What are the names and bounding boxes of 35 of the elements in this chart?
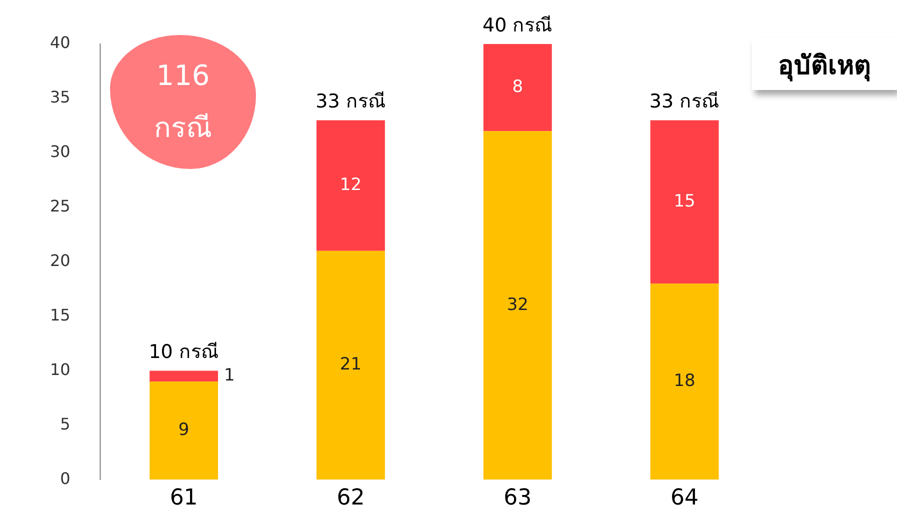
bar [483,44,552,132]
y-tick-label: 40 [50,33,70,52]
data-label: 32 [506,294,528,315]
total-label: 33 กรณี [316,90,386,113]
data-label: 21 [340,354,362,375]
bar [150,382,218,480]
bar [316,120,385,251]
total-label: 40 กรณี [482,14,553,36]
y-tick-label: 10 [50,360,70,379]
text: อุบัติเหตุ [752,38,897,90]
total-label: 33 กรณี [649,90,720,113]
x-tick-label: 64 [670,486,699,511]
data-label: 1 [224,366,235,386]
bar [150,370,218,382]
data-label: 9 [178,420,190,440]
y-tick-label: 30 [50,142,70,162]
y-tick-label: 35 [50,88,70,107]
data-label: 15 [674,191,696,212]
x-tick-label: 62 [336,486,365,511]
y-tick-label: 0 [60,468,70,488]
y-tick-label: 15 [50,305,70,324]
y-tick-label: 20 [50,250,70,270]
x-tick-label: 61 [170,486,198,511]
annotation: 116 กรณี [110,35,256,169]
total-label: 10 กรณี [148,341,219,364]
bar [650,120,719,284]
data-label: 12 [340,174,362,195]
bar [316,250,385,480]
data-label: 18 [674,371,696,392]
x-tick-label: 63 [504,486,532,511]
y-tick-label: 25 [50,196,70,216]
data-label: 8 [512,76,524,97]
bar [483,131,552,480]
bar [650,284,719,480]
y-tick-label: 5 [60,414,70,434]
